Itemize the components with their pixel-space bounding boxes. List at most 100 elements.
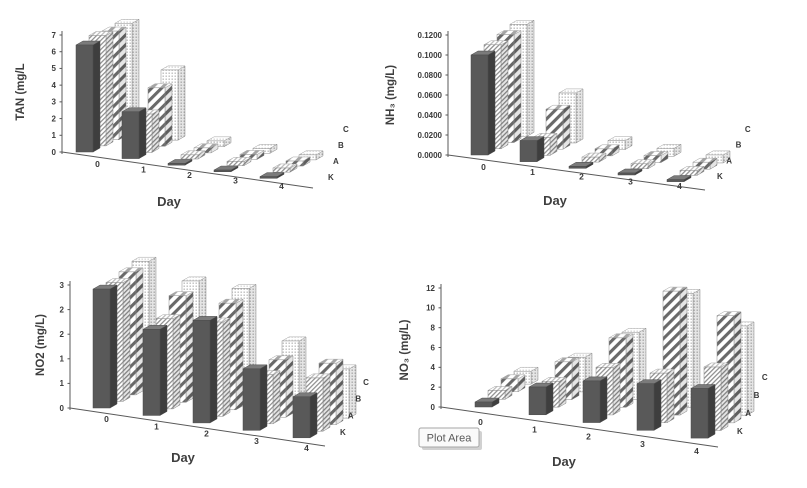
bar-top-shade — [510, 20, 534, 25]
bar-front-face — [630, 163, 649, 170]
series-label-A: A — [726, 156, 732, 165]
bar-front-face — [180, 154, 199, 160]
bar-front-face — [528, 386, 547, 416]
bar-side-shade — [518, 374, 525, 392]
x-tick-label: 4 — [677, 181, 682, 191]
series-label-B: B — [754, 391, 760, 400]
bar-top-shade — [582, 153, 606, 158]
bar-side-shade — [299, 336, 306, 411]
bar-top-shade — [631, 159, 655, 164]
bar-side-shade — [531, 367, 538, 385]
bar-side-shade — [244, 157, 251, 166]
bar-front-face — [568, 166, 587, 169]
bar-side-face — [159, 325, 168, 416]
bar-side-face — [259, 364, 268, 431]
bar-top-shade — [286, 157, 310, 162]
bar-top-shade — [102, 27, 126, 32]
y-tick-label: 2 — [431, 383, 436, 392]
x-tick-label: 3 — [233, 176, 238, 186]
bar-side-face — [109, 284, 118, 409]
bar-side-shade — [710, 158, 717, 170]
bar-K-day1 — [528, 382, 554, 416]
bar-side-shade — [734, 311, 741, 423]
bar-A-day3 — [630, 159, 656, 170]
bar-side-face — [653, 379, 662, 431]
x-tick-label: 2 — [586, 432, 591, 442]
bar-side-shade — [514, 30, 521, 143]
x-axis — [447, 154, 706, 191]
x-tick-label: 3 — [254, 436, 259, 446]
x-tick-label: 0 — [104, 414, 109, 424]
y-tick-label: 2 — [60, 305, 65, 314]
x-axis-title: Day — [171, 450, 196, 465]
bar-top-shade — [181, 150, 205, 155]
bar-front-face — [636, 383, 655, 431]
bar-top-shade — [319, 359, 343, 364]
bar-top-shade — [657, 144, 681, 149]
x-tick-label: 0 — [478, 417, 483, 427]
y-tick-label: 3 — [60, 281, 65, 290]
bar-top-shade — [488, 386, 512, 391]
bar-front-face — [474, 401, 493, 408]
bar-front-face — [581, 156, 600, 163]
bar-top-shade — [663, 287, 687, 292]
bar-B-day3 — [643, 151, 669, 163]
bar-side-shade — [599, 153, 606, 163]
x-axis — [440, 406, 719, 448]
bar-front-face — [666, 179, 685, 182]
bar-B-day4 — [692, 157, 718, 170]
bar-side-shade — [303, 157, 310, 167]
bar-side-shade — [165, 83, 172, 147]
bar-top-shade — [717, 311, 741, 316]
bar-side-face — [138, 107, 147, 159]
bar-top-shade — [706, 150, 730, 155]
bar-top-shade — [497, 30, 521, 35]
bar-top-shade — [182, 276, 206, 281]
y-tick-label: 3 — [52, 98, 57, 107]
bar-side-shade — [721, 363, 728, 431]
bar-K-day2 — [167, 159, 193, 166]
bar-front-face — [292, 396, 311, 439]
bar-top-shade — [273, 163, 297, 168]
series-label-C: C — [363, 378, 369, 387]
bar-K-day0 — [75, 40, 101, 153]
bar-front-face — [690, 388, 709, 439]
bar-K-day4 — [666, 175, 692, 182]
bar-side-face — [92, 40, 101, 153]
bar-top-shade — [269, 355, 293, 360]
bar-top-shade — [514, 367, 538, 372]
bar-B-day3 — [239, 150, 265, 160]
bar-top-shade — [169, 291, 193, 296]
bar-side-shade — [648, 159, 655, 169]
x-axis — [69, 407, 326, 447]
bar-side-face — [707, 384, 716, 439]
bar-front-face — [272, 167, 291, 173]
bar-K-day2 — [582, 376, 608, 423]
bar-top-shade — [596, 363, 620, 368]
x-tick-label: 1 — [532, 424, 537, 434]
bar-side-shade — [286, 355, 293, 418]
bar-side-shade — [680, 287, 687, 416]
bar-K-day3 — [213, 165, 239, 172]
x-tick-label: 3 — [628, 176, 633, 186]
chart-nh3[interactable]: 0.0000 0.0200 0.0400 0.0600 0.0800 0.1000 0.12… — [385, 20, 751, 208]
bar-front-face — [582, 380, 601, 423]
bar-side-shade — [550, 133, 557, 156]
bar-side-shade — [152, 109, 159, 153]
bar-side-shade — [290, 163, 297, 173]
bar-K-day0 — [474, 397, 500, 408]
bar-A-day2 — [180, 150, 206, 160]
bar-side-shade — [613, 363, 620, 415]
bar-K-day0 — [470, 50, 496, 156]
bar-B-day2 — [193, 143, 219, 154]
bar-side-shade — [612, 144, 619, 156]
y-tick-label: 1 — [60, 379, 65, 388]
series-label-C: C — [762, 373, 768, 382]
bar-side-shade — [693, 289, 700, 408]
bar-top-shade — [650, 369, 674, 374]
bar-top-shade — [484, 40, 508, 45]
